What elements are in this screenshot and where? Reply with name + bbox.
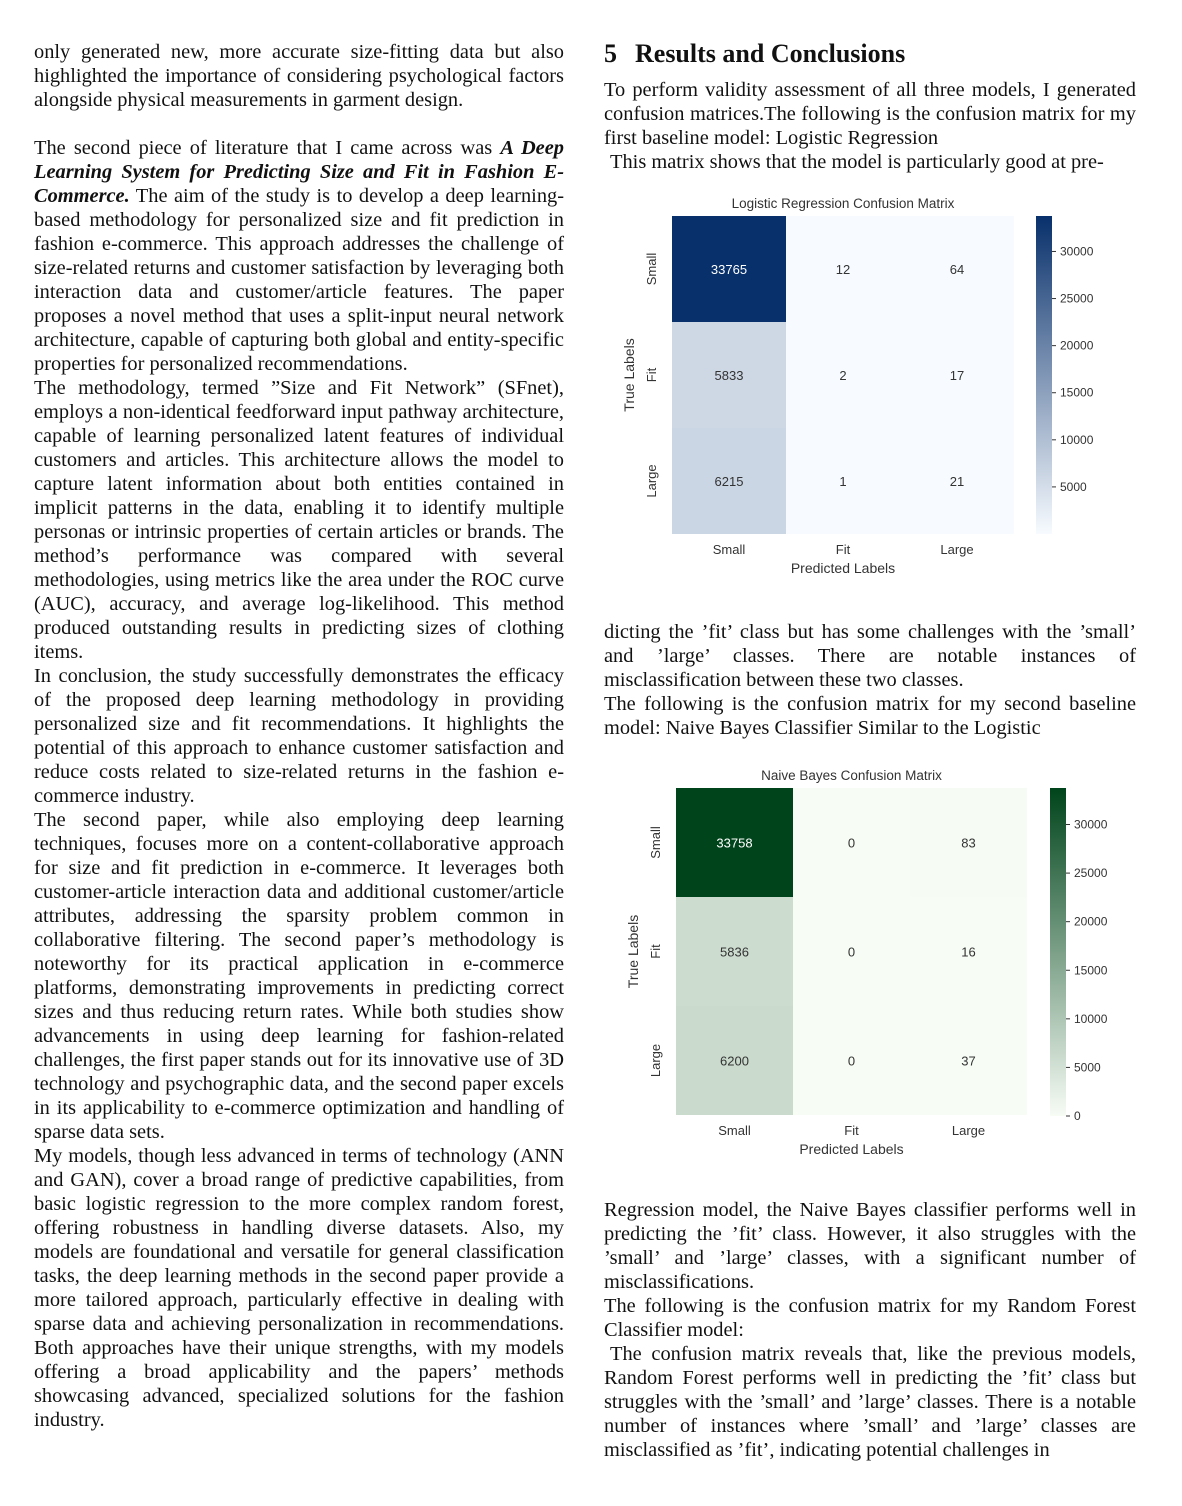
paragraph: The following is the confusion matrix fo… (604, 1295, 1136, 1341)
paragraph: The methodology, termed ”Size and Fit Ne… (34, 377, 564, 663)
y-axis-label: True Labels (621, 338, 637, 411)
heatmap-cell (900, 322, 1014, 428)
paragraph: The following is the confusion matrix fo… (604, 693, 1136, 739)
confusion-matrix-chart: Naive Bayes Confusion Matrix 33758 0 83 5836… (625, 768, 1108, 1157)
colorbar-tick-label: 25000 (1074, 866, 1108, 880)
y-tick-label: Fit (644, 367, 659, 382)
colorbar-tick-label: 30000 (1060, 244, 1094, 258)
chart-title: Naive Bayes Confusion Matrix (761, 768, 942, 783)
cell-value-label: 5833 (715, 368, 744, 383)
colorbar-tick-label: 20000 (1060, 339, 1094, 353)
paragraph: My models, though less advanced in terms… (34, 1145, 564, 1431)
paragraph: The confusion matrix reveals that, like … (604, 1343, 1136, 1461)
colorbar-tick-label: 5000 (1074, 1060, 1101, 1074)
heatmap-cell (793, 1006, 910, 1115)
x-tick-label: Large (940, 542, 973, 557)
cell-value-label: 0 (848, 836, 855, 851)
paragraph: The second paper, while also employing d… (34, 809, 564, 1143)
cell-value-label: 21 (950, 474, 964, 489)
colorbar-tick-label: 10000 (1060, 433, 1094, 447)
cell-value-label: 64 (950, 262, 964, 277)
x-tick-label: Small (713, 542, 746, 557)
cited-paper-title: A Deep Learning System for Predicting Si… (34, 137, 564, 207)
cell-value-label: 33758 (716, 836, 752, 851)
heatmap-cell (672, 322, 786, 428)
x-tick-label: Fit (844, 1123, 859, 1138)
cell-value-label: 16 (961, 945, 975, 960)
cell-value-label: 2 (839, 368, 846, 383)
logistic-regression-confusion-matrix-figure: Logistic Regression Confusion Matrix 3376… (604, 190, 1136, 590)
cell-value-label: 37 (961, 1054, 975, 1069)
section-heading: 5 Results and Conclusions (604, 40, 1136, 68)
colorbar-tick-label: 30000 (1074, 818, 1108, 832)
right-column-top: 5 Results and Conclusions To perform vali… (604, 40, 1136, 174)
left-column: only generated new, more accurate size-f… (34, 40, 564, 1432)
colorbar (1050, 788, 1066, 1116)
y-tick-label: Large (644, 464, 659, 497)
heatmap-cell (900, 216, 1014, 322)
heatmap-cell (672, 428, 786, 534)
cell-value-label: 0 (848, 1054, 855, 1069)
paragraph: Regression model, the Naive Bayes classi… (604, 1199, 1136, 1293)
colorbar (1036, 216, 1052, 534)
paragraph: In conclusion, the study successfully de… (34, 665, 564, 807)
colorbar-tick-label: 20000 (1074, 915, 1108, 929)
confusion-matrix-chart: Logistic Regression Confusion Matrix 3376… (621, 196, 1094, 576)
chart-title: Logistic Regression Confusion Matrix (732, 196, 955, 211)
paragraph: The second piece of literature that I ca… (34, 136, 564, 376)
paragraph: This matrix shows that the model is part… (610, 151, 1104, 173)
heatmap-cell (900, 428, 1014, 534)
heatmap-cell (910, 788, 1027, 897)
colorbar-tick-label: 15000 (1074, 963, 1108, 977)
paragraph: To perform validity assessment of all th… (604, 79, 1136, 149)
x-tick-label: Fit (836, 542, 851, 557)
paragraph-lead: The second piece of literature that I ca… (34, 137, 501, 159)
x-axis-label: Predicted Labels (799, 1141, 903, 1157)
heatmap-cell (786, 428, 900, 534)
cell-value-label: 1 (839, 474, 846, 489)
right-column-middle: dicting the ’fit’ class but has some cha… (604, 620, 1136, 740)
heatmap-cell (910, 1006, 1027, 1115)
heatmap-cell (676, 1006, 793, 1115)
y-axis-label: True Labels (625, 915, 641, 988)
heatmap-cell (910, 897, 1027, 1006)
y-tick-label: Large (648, 1044, 663, 1077)
heatmap-cell (793, 897, 910, 1006)
heatmap-cell (676, 788, 793, 897)
colorbar-tick-label: 0 (1074, 1109, 1081, 1123)
colorbar-tick-label: 10000 (1074, 1012, 1108, 1026)
heatmap-cell (793, 788, 910, 897)
x-tick-label: Small (718, 1123, 751, 1138)
naive-bayes-confusion-matrix-figure: Naive Bayes Confusion Matrix 33758 0 83 5836… (604, 760, 1136, 1170)
y-tick-label: Small (648, 826, 663, 859)
paragraph: dicting the ’fit’ class but has some cha… (604, 621, 1136, 691)
y-tick-label: Fit (648, 944, 663, 959)
cell-value-label: 12 (836, 262, 850, 277)
colorbar-tick-label: 25000 (1060, 292, 1094, 306)
cell-value-label: 17 (950, 368, 964, 383)
cell-value-label: 5836 (720, 945, 749, 960)
paragraph-rest: The aim of the study is to develop a dee… (34, 185, 564, 375)
y-tick-label: Small (644, 253, 659, 286)
section-title: Results and Conclusions (635, 39, 906, 68)
heatmap-cell (786, 216, 900, 322)
section-number: 5 (604, 39, 617, 68)
colorbar-tick-label: 5000 (1060, 480, 1087, 494)
cell-value-label: 6200 (720, 1054, 749, 1069)
cell-value-label: 83 (961, 836, 975, 851)
cell-value-label: 6215 (715, 474, 744, 489)
heatmap-cell (786, 322, 900, 428)
heatmap-cell (676, 897, 793, 1006)
cell-value-label: 0 (848, 945, 855, 960)
colorbar-tick-label: 15000 (1060, 386, 1094, 400)
x-tick-label: Large (952, 1123, 985, 1138)
x-axis-label: Predicted Labels (791, 560, 895, 576)
cell-value-label: 33765 (711, 262, 747, 277)
heatmap-cell (672, 216, 786, 322)
right-column-bottom: Regression model, the Naive Bayes classi… (604, 1198, 1136, 1462)
paragraph: only generated new, more accurate size-f… (34, 41, 564, 111)
